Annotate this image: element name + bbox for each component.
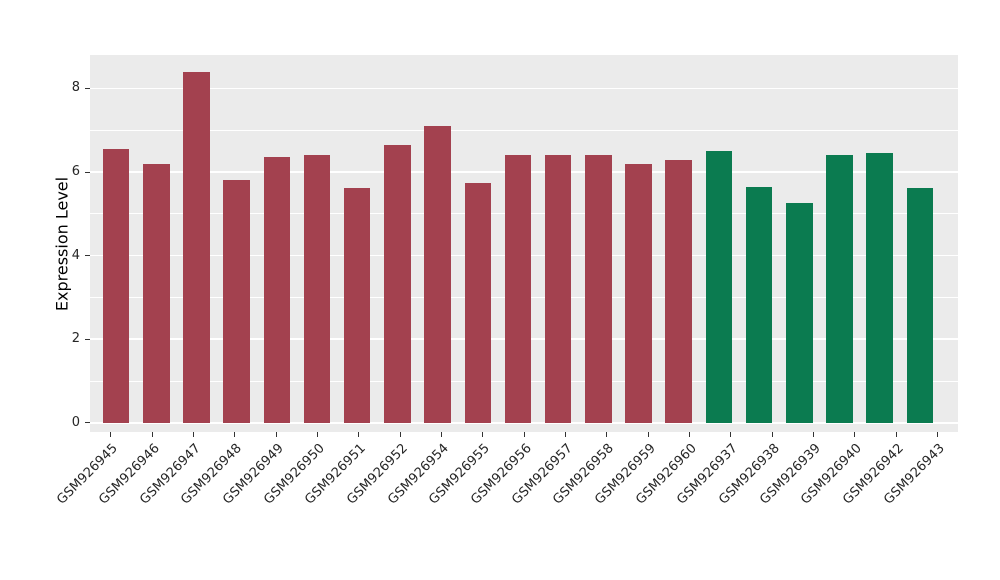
gridline-major <box>90 422 958 424</box>
bar-slot <box>578 155 618 423</box>
bar <box>263 157 291 423</box>
x-tick-mark <box>854 432 856 437</box>
x-tick-label: GSM926948 <box>178 441 246 508</box>
bar <box>424 126 451 423</box>
x-tick-mark <box>192 432 194 437</box>
bar-slot <box>257 157 297 423</box>
bar-slot <box>538 155 578 423</box>
x-tick-mark <box>936 432 938 437</box>
x-tick-label: GSM926943 <box>881 441 948 508</box>
gridline-major <box>90 87 958 90</box>
y-axis-label: Expression Level <box>52 176 72 311</box>
x-tick-label: GSM926952 <box>344 441 411 508</box>
plot-panel <box>90 55 958 432</box>
bar <box>183 71 210 423</box>
x-tick-mark <box>771 432 773 437</box>
x-tick-mark <box>523 432 525 437</box>
x-tick-label: GSM926942 <box>840 441 907 508</box>
x-tick-mark <box>440 432 442 437</box>
bar-slot <box>779 203 819 423</box>
bar-slot <box>458 182 498 423</box>
x-tick-mark <box>275 432 277 437</box>
bar-slot <box>136 163 176 423</box>
bar-slot <box>699 151 739 423</box>
bar-slot <box>377 144 417 423</box>
bar <box>705 151 733 423</box>
x-tick-label: GSM926945 <box>54 441 122 508</box>
x-tick-mark <box>647 432 649 437</box>
bar-slot <box>337 187 377 423</box>
bar-slot <box>96 149 136 423</box>
x-tick-mark <box>110 432 112 437</box>
bar <box>303 155 331 423</box>
bar-slot <box>739 186 779 423</box>
bar-slot <box>900 187 940 423</box>
bar <box>223 180 250 423</box>
bar-slot <box>418 126 458 423</box>
x-tick-mark <box>358 432 360 437</box>
x-tick-mark <box>688 432 690 437</box>
x-tick-label: GSM926958 <box>550 441 618 508</box>
y-tick-label: 8 <box>71 80 80 96</box>
bar <box>343 187 371 423</box>
x-tick-label: GSM926949 <box>220 441 287 508</box>
x-tick-label: GSM926940 <box>798 441 866 508</box>
x-tick-label: GSM926947 <box>137 441 204 508</box>
bar-slot <box>176 71 216 423</box>
bar <box>102 149 130 423</box>
gridline-minor <box>90 129 958 131</box>
bar <box>504 155 532 423</box>
x-tick-label: GSM926956 <box>468 441 535 508</box>
bar <box>826 155 853 423</box>
x-tick-label: GSM926938 <box>716 441 783 508</box>
x-tick-label: GSM926937 <box>674 441 742 508</box>
bar-slot <box>819 155 859 423</box>
bar <box>544 155 572 423</box>
bar-slot <box>217 180 257 423</box>
bar <box>625 163 652 423</box>
bar-slot <box>618 163 658 423</box>
bar <box>786 203 813 423</box>
x-tick-mark <box>812 432 814 437</box>
x-tick-label: GSM926939 <box>757 441 824 508</box>
bar <box>143 163 170 423</box>
x-tick-mark <box>730 432 732 437</box>
bar-slot <box>860 153 900 423</box>
x-tick-label: GSM926960 <box>633 441 700 508</box>
x-tick-mark <box>316 432 318 437</box>
x-tick-mark <box>151 432 153 437</box>
x-tick-mark <box>895 432 897 437</box>
x-tick-mark <box>399 432 401 437</box>
x-tick-mark <box>564 432 566 437</box>
x-tick-label: GSM926951 <box>302 441 370 508</box>
x-tick-mark <box>606 432 608 437</box>
bar <box>745 186 773 423</box>
x-tick-label: GSM926950 <box>261 441 328 508</box>
x-tick-label: GSM926957 <box>509 441 576 508</box>
y-tick-label: 0 <box>71 414 80 430</box>
bar-slot <box>659 159 699 423</box>
bar-slot <box>498 155 538 423</box>
x-tick-label: GSM926955 <box>426 441 494 508</box>
y-tick-label: 2 <box>71 331 80 347</box>
x-tick-label: GSM926959 <box>592 441 659 508</box>
x-tick-label: GSM926946 <box>96 441 163 508</box>
bar <box>585 155 612 423</box>
x-tick-mark <box>234 432 236 437</box>
bar <box>464 182 492 423</box>
bars-layer <box>90 55 958 432</box>
x-tick-mark <box>482 432 484 437</box>
bar-slot <box>297 155 337 423</box>
bar <box>906 187 934 423</box>
bar <box>384 144 411 423</box>
bar <box>665 159 692 423</box>
bar <box>866 153 893 423</box>
x-tick-label: GSM926954 <box>385 441 452 508</box>
